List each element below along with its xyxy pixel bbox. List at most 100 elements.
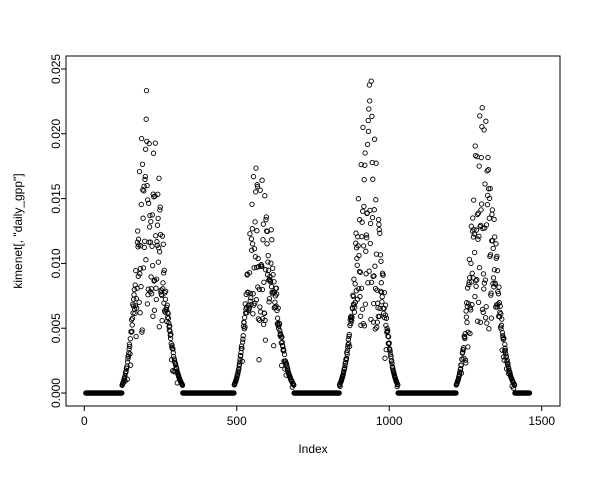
data-point [274, 315, 281, 321]
data-point [155, 215, 161, 222]
data-point [383, 322, 389, 329]
data-point [492, 281, 499, 287]
data-point [475, 299, 482, 306]
data-point [367, 240, 373, 247]
data-point [357, 293, 363, 300]
data-point [365, 117, 371, 124]
data-point [362, 150, 368, 156]
data-point [475, 236, 481, 242]
data-point [346, 340, 352, 346]
data-point [486, 195, 493, 202]
data-point [156, 175, 162, 181]
data-point [498, 311, 504, 317]
data-point [141, 244, 148, 251]
data-point [144, 301, 151, 307]
data-point [159, 292, 165, 299]
data-point [369, 113, 375, 120]
data-point [483, 304, 489, 310]
y-axis: 0.000 0.005 0.010 0.015 0.020 0.025 [49, 54, 66, 408]
data-point [239, 358, 245, 364]
data-point [492, 234, 498, 240]
data-point [161, 267, 167, 274]
data-point [250, 291, 256, 297]
data-point [367, 220, 374, 227]
data-point [476, 233, 482, 239]
data-point [379, 299, 385, 305]
data-point [127, 351, 133, 357]
data-point [142, 146, 149, 152]
data-point [368, 279, 375, 286]
y-tick-label: 0.000 [49, 378, 63, 408]
data-point [357, 269, 363, 275]
data-point [471, 231, 477, 237]
data-point [463, 360, 469, 366]
data-point [249, 201, 255, 207]
data-point [133, 267, 139, 274]
data-point [373, 197, 379, 203]
data-point [270, 265, 276, 271]
data-point [377, 252, 384, 258]
data-point [490, 280, 496, 287]
data-point [489, 211, 495, 218]
data-point [485, 154, 491, 161]
data-point [361, 203, 367, 210]
data-point [284, 363, 290, 370]
data-point [363, 248, 369, 254]
data-point [376, 313, 383, 319]
data-point [475, 318, 481, 324]
data-point [500, 336, 506, 342]
data-point [346, 333, 352, 340]
y-tick-label: 0.020 [49, 118, 63, 148]
data-point [481, 280, 488, 286]
data-point [378, 258, 384, 264]
data-point [346, 331, 352, 338]
data-point [379, 294, 385, 300]
data-point [279, 334, 285, 340]
data-point [151, 307, 158, 313]
data-point [129, 322, 135, 328]
data-point [472, 293, 478, 300]
data-point [502, 345, 508, 351]
data-point [373, 160, 379, 166]
data-point [173, 362, 179, 368]
data-point [265, 259, 271, 265]
data-point [395, 382, 401, 388]
data-point [365, 280, 371, 286]
data-point [124, 359, 131, 365]
data-point [255, 255, 261, 262]
data-point [365, 128, 372, 135]
data-point [247, 298, 253, 304]
data-point [168, 331, 174, 337]
data-point [478, 207, 484, 213]
data-point [453, 390, 459, 396]
data-point [266, 296, 273, 302]
data-point [484, 168, 490, 174]
data-point [250, 311, 256, 317]
data-point [150, 313, 156, 319]
data-point [135, 228, 141, 234]
plot-box [65, 55, 561, 407]
x-tick-label: 500 [227, 414, 247, 428]
data-point [160, 270, 167, 276]
data-point [260, 237, 266, 243]
data-point [458, 370, 465, 376]
data-point [268, 283, 275, 290]
data-point [291, 382, 297, 388]
data-point [464, 319, 470, 326]
data-point [474, 211, 481, 218]
data-point [235, 371, 241, 377]
data-point [511, 382, 518, 388]
data-point [354, 262, 360, 268]
data-point [505, 360, 511, 367]
data-point [371, 207, 377, 213]
data-point [270, 271, 276, 278]
data-point [283, 361, 290, 367]
data-point [472, 143, 478, 149]
data-point [133, 333, 139, 340]
data-point [526, 390, 533, 396]
data-point [140, 187, 146, 193]
data-point [482, 315, 489, 321]
data-point [383, 315, 390, 321]
data-point [263, 214, 269, 220]
